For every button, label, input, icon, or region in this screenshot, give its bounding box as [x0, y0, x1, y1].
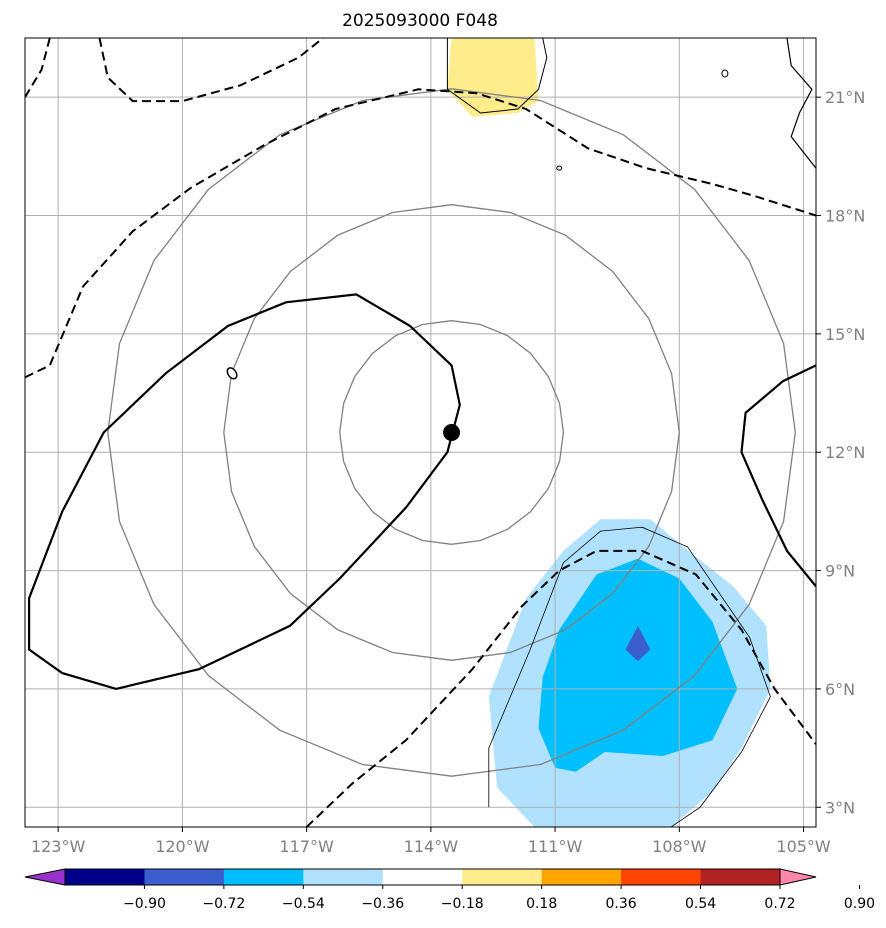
coastline-east: [786, 38, 816, 169]
colorbar: −0.90 −0.72 −0.54 −0.36 −0.18 0.18 0.36 0.54 0.7…: [24, 868, 875, 912]
x-tick-label: 117°W: [279, 837, 334, 856]
x-tick-label: 108°W: [652, 837, 707, 856]
y-tick-label: 6°N: [825, 680, 855, 699]
contour-lines: [25, 38, 816, 827]
colorbar-tick-label: −0.36: [361, 896, 404, 912]
colorbar-extend-high: [779, 868, 817, 886]
x-tick-label: 105°W: [776, 837, 831, 856]
dashed-contour-nw: [25, 38, 51, 98]
colorbar-tick-label: −0.54: [282, 896, 325, 912]
thin-outline-south: [488, 526, 771, 827]
x-tick-label: 120°W: [155, 837, 210, 856]
x-tick-label: 111°W: [528, 837, 583, 856]
colorbar-tick-label: −0.72: [202, 896, 245, 912]
island-outline: [721, 69, 729, 78]
colorbar-tick-label: −0.18: [441, 896, 484, 912]
range-ring-1: [223, 204, 680, 661]
colorbar-segment: [541, 869, 622, 885]
colorbar-segment: [621, 869, 702, 885]
colorbar-segment: [462, 869, 543, 885]
colorbar-tick-label: 0.36: [606, 896, 637, 912]
y-tick-label: 12°N: [825, 443, 865, 462]
colorbar-tick-label: 0.90: [844, 896, 875, 912]
filled-region-3: [447, 38, 539, 117]
colorbar-frame: [64, 868, 781, 886]
colorbar-segment: [700, 869, 781, 885]
solid-contour-east: [740, 364, 816, 588]
colorbar-segment: [65, 869, 145, 885]
colorbar-segment: [303, 869, 384, 885]
colorbar-tick-label: 0.72: [764, 896, 795, 912]
x-tick-label: 123°W: [31, 837, 86, 856]
chart-title: 2025093000 F048: [342, 11, 498, 31]
y-tick-label: 18°N: [825, 207, 865, 226]
colorbar-tick-label: 0.18: [526, 896, 557, 912]
storm-center-layer: [443, 424, 461, 441]
longitude-ticks: 123°W 120°W 117°W 114°W 111°W 108°W 105°W: [31, 827, 831, 856]
y-tick-label: 21°N: [825, 88, 865, 107]
storm-center-marker: [443, 424, 461, 441]
colorbar-segment: [382, 869, 463, 885]
colorbar-segment: [223, 869, 304, 885]
colorbar-segment: [144, 869, 225, 885]
island-outline-2: [556, 165, 563, 171]
latitude-ticks: 3°N 6°N 9°N 12°N 15°N 18°N 21°N: [816, 88, 865, 817]
colorbar-extend-low: [24, 868, 66, 886]
dashed-contour-south: [305, 549, 816, 827]
x-tick-label: 114°W: [404, 837, 459, 856]
colorbar-tick-label: −0.90: [123, 896, 166, 912]
gridlines: [25, 38, 816, 827]
dashed-contour-north: [25, 88, 816, 379]
y-tick-label: 9°N: [825, 562, 855, 581]
thin-outline-north: [446, 38, 548, 114]
range-ring-2: [107, 88, 796, 777]
colorbar-tick-label: 0.54: [685, 896, 716, 912]
y-tick-label: 3°N: [825, 798, 855, 817]
solid-contour: [28, 293, 461, 691]
small-closed-contour: [226, 367, 238, 380]
filled-region-2: [625, 625, 651, 662]
y-tick-label: 15°N: [825, 325, 865, 344]
range-ring-0: [339, 320, 565, 545]
plot-frame: [24, 37, 817, 828]
dashed-contour-top: [98, 38, 324, 103]
